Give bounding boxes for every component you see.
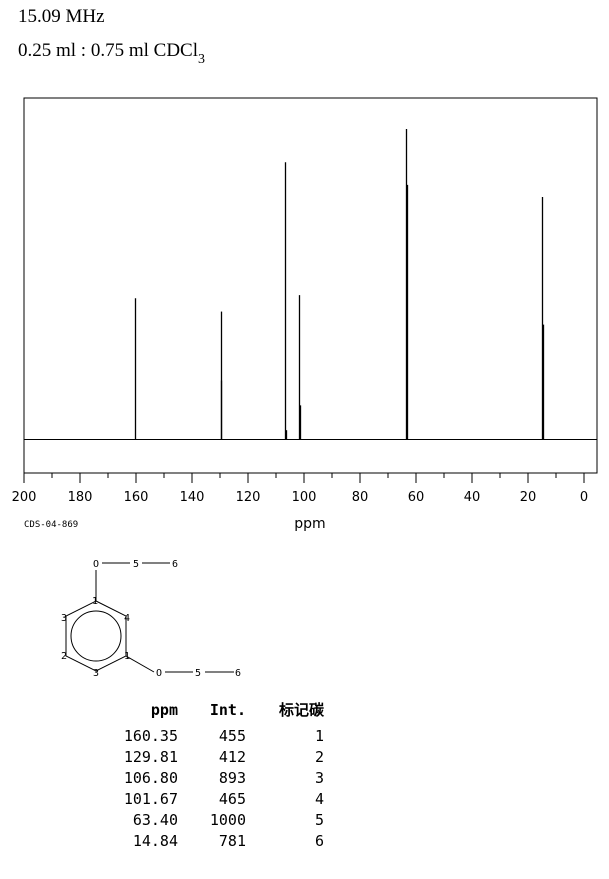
cell-ppm: 160.35 — [123, 727, 178, 745]
aromatic-circle — [70, 610, 122, 662]
cell-ppm: 14.84 — [132, 832, 178, 850]
cell-int: 455 — [218, 727, 246, 745]
cell-int: 1000 — [209, 811, 246, 829]
cell-int: 412 — [218, 748, 246, 766]
x-tick-label: 0 — [580, 490, 588, 505]
solvent-text: 0.25 ml : 0.75 ml CDCl — [18, 40, 198, 61]
cell-label: 5 — [314, 811, 324, 829]
atom-label: 6 — [172, 559, 178, 570]
header-ppm: ppm — [150, 701, 178, 719]
solvent-subscript: 3 — [198, 52, 205, 67]
atom-label: 5 — [195, 668, 201, 679]
atom-label: 5 — [133, 559, 139, 570]
cell-int: 893 — [218, 769, 246, 787]
cell-label: 6 — [314, 832, 324, 850]
header-int: Int. — [209, 701, 246, 719]
table-row: 129.81 412 2 — [108, 747, 324, 768]
atom-label: O — [93, 559, 99, 570]
table-row: 101.67 465 4 — [108, 789, 324, 810]
structure-diagram — [65, 562, 234, 673]
x-tick-label: 40 — [464, 490, 481, 505]
benzene-ring — [65, 600, 127, 672]
atom-label: O — [156, 668, 162, 679]
atom-label: 6 — [235, 668, 241, 679]
x-tick-label: 100 — [292, 490, 317, 505]
header-label: 标记碳 — [278, 701, 324, 719]
cell-ppm: 63.40 — [132, 811, 178, 829]
spectrum-code: CDS-04-869 — [24, 520, 78, 530]
x-axis-label: ppm — [294, 516, 325, 532]
atom-label: 4 — [124, 613, 130, 624]
plot-frame — [23, 97, 598, 474]
bond-1-o-lower — [125, 655, 155, 673]
cell-label: 2 — [314, 748, 324, 766]
cell-ppm: 129.81 — [123, 748, 178, 766]
cell-label: 1 — [314, 727, 324, 745]
table-row: 160.35 455 1 — [108, 726, 324, 747]
x-tick-label: 20 — [520, 490, 537, 505]
solvent-label: 0.25 ml : 0.75 ml CDCl3 — [18, 40, 205, 67]
table-row: 14.84 781 6 — [108, 831, 324, 852]
x-tick-label: 200 — [12, 490, 37, 505]
atom-label: 1 — [124, 651, 130, 662]
cell-label: 3 — [314, 769, 324, 787]
atom-label: 3 — [61, 613, 67, 624]
cell-int: 465 — [218, 790, 246, 808]
cell-label: 4 — [314, 790, 324, 808]
cell-int: 781 — [218, 832, 246, 850]
cell-ppm: 106.80 — [123, 769, 178, 787]
table-row: 63.40 1000 5 — [108, 810, 324, 831]
x-tick-label: 160 — [124, 490, 149, 505]
x-tick-label: 120 — [236, 490, 261, 505]
peak-table: ppm Int. 标记碳 160.35 455 1 129.81 412 2 106.80 8… — [108, 700, 324, 852]
x-axis-ticks: 200 180 160 140 120 100 80 60 40 20 0 — [12, 473, 588, 505]
peaks-group — [134, 129, 545, 440]
cell-ppm: 101.67 — [123, 790, 178, 808]
x-tick-label: 60 — [408, 490, 425, 505]
peak-table-header: ppm Int. 标记碳 — [108, 700, 324, 726]
x-tick-label: 140 — [180, 490, 205, 505]
atom-label: 3 — [93, 668, 99, 679]
frequency-label: 15.09 MHz — [18, 6, 105, 27]
x-tick-label: 80 — [352, 490, 369, 505]
x-tick-label: 180 — [68, 490, 93, 505]
table-row: 106.80 893 3 — [108, 768, 324, 789]
atom-label: 2 — [61, 651, 67, 662]
atom-label: 1 — [92, 596, 98, 607]
